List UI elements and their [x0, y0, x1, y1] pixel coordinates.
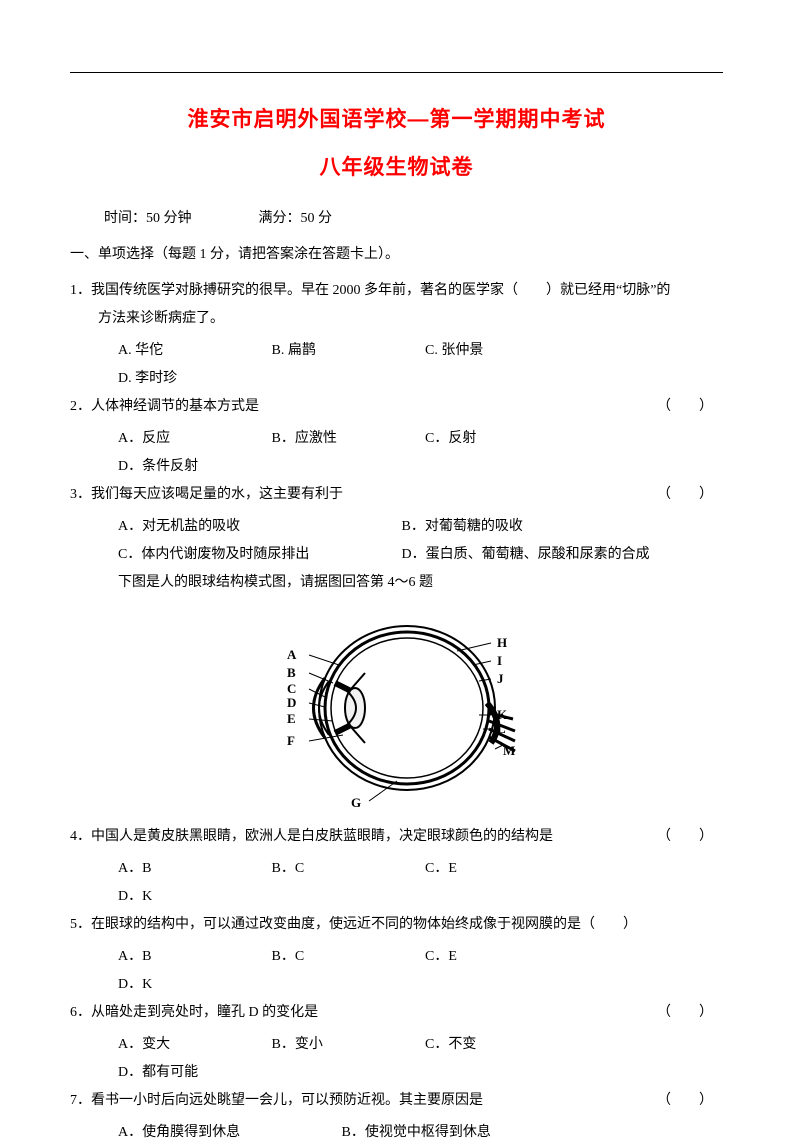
q3-options-row2: C．体内代谢废物及时随尿排出 D．蛋白质、葡萄糖、尿酸和尿素的合成 [118, 541, 723, 569]
q3-opt-a: A．对无机盐的吸收 [118, 513, 398, 541]
q2-blank: （ ） [657, 393, 713, 421]
q1-opt-c: C. 张仲景 [425, 337, 575, 365]
q1-opt-b: B. 扁鹊 [272, 337, 422, 365]
section-1-heading: 一、单项选择（每题 1 分，请把答案涂在答题卡上）。 [70, 243, 723, 263]
q4-number: 4． [70, 823, 91, 851]
q6-number: 6． [70, 999, 91, 1027]
eye-label-M: M [503, 743, 515, 758]
q6-stem: 从暗处走到亮处时，瞳孔 D 的变化是 [91, 1005, 318, 1020]
q3-opt-b: B．对葡萄糖的吸收 [402, 513, 523, 541]
q3-blank: （ ） [657, 481, 713, 509]
q4-blank: （ ） [657, 823, 713, 851]
q2-opt-d: D．条件反射 [118, 453, 268, 481]
q2-opt-a: A．反应 [118, 425, 268, 453]
q1-number: 1． [70, 277, 91, 305]
exam-info-line: 时间：50 分钟 满分：50 分 [104, 207, 723, 227]
q1-opt-a: A. 华佗 [118, 337, 268, 365]
exam-page: 淮安市启明外国语学校—第一学期期中考试 八年级生物试卷 时间：50 分钟 满分：… [0, 0, 793, 1122]
eye-label-F: F [287, 733, 295, 748]
q5-options: A．B B．C C．E D．K [118, 943, 723, 999]
q7-opt-b: B．使视觉中枢得到休息 [342, 1119, 491, 1147]
q3-stem: 我们每天应该喝足量的水，这主要有利于 [91, 487, 343, 502]
q7-stem: 看书一小时后向远处眺望一会儿，可以预防近视。其主要原因是 [91, 1093, 483, 1108]
q1-stem-a: 我国传统医学对脉搏研究的很早。早在 2000 多年前，著名的医学家（ ）就已经用… [91, 283, 670, 298]
q6-opt-b: B．变小 [272, 1031, 422, 1059]
q3-number: 3． [70, 481, 91, 509]
q2-opt-b: B．应激性 [272, 425, 422, 453]
question-6: 6．从暗处走到亮处时，瞳孔 D 的变化是 （ ） [70, 999, 723, 1027]
eye-label-A: A [287, 647, 297, 662]
fullmark-label: 满分：50 分 [259, 211, 333, 226]
q3-opt-d: D．蛋白质、葡萄糖、尿酸和尿素的合成 [402, 541, 650, 569]
eye-label-J: J [497, 671, 504, 686]
q7-options: A．使角膜得到休息 B．使视觉中枢得到休息 [118, 1119, 723, 1147]
q4-options: A．B B．C C．E D．K [118, 855, 723, 911]
page-subtitle: 八年级生物试卷 [70, 151, 723, 181]
q5-stem: 在眼球的结构中，可以通过改变曲度，使远近不同的物体始终成像于视网膜的是（ ） [91, 917, 637, 932]
q4-opt-c: C．E [425, 855, 575, 883]
question-5: 5．在眼球的结构中，可以通过改变曲度，使远近不同的物体始终成像于视网膜的是（ ） [70, 911, 723, 939]
q5-opt-b: B．C [272, 943, 422, 971]
eye-label-K: K [497, 707, 508, 722]
q2-options: A．反应 B．应激性 C．反射 D．条件反射 [118, 425, 723, 481]
q4-opt-a: A．B [118, 855, 268, 883]
q3-opt-c: C．体内代谢废物及时随尿排出 [118, 541, 398, 569]
top-rule [70, 72, 723, 73]
q4-opt-d: D．K [118, 883, 268, 911]
eye-label-B: B [287, 665, 296, 680]
eye-label-D: D [287, 695, 296, 710]
q1-stem-b: 方法来诊断病症了。 [98, 305, 723, 333]
q4-stem: 中国人是黄皮肤黑眼睛，欧洲人是白皮肤蓝眼睛，决定眼球颜色的的结构是 [91, 829, 553, 844]
eye-diagram: A B C D E F G H I J K L M [247, 603, 547, 813]
eye-label-E: E [287, 711, 296, 726]
figure-note: 下图是人的眼球结构模式图，请据图回答第 4～6 题 [118, 569, 723, 597]
q2-opt-c: C．反射 [425, 425, 575, 453]
q1-opt-d: D. 李时珍 [118, 365, 268, 393]
question-7: 7．看书一小时后向远处眺望一会儿，可以预防近视。其主要原因是 （ ） [70, 1087, 723, 1115]
q7-opt-a: A．使角膜得到休息 [118, 1119, 338, 1147]
q5-opt-a: A．B [118, 943, 268, 971]
q4-opt-b: B．C [272, 855, 422, 883]
q2-stem: 人体神经调节的基本方式是 [91, 399, 259, 414]
eye-label-I: I [497, 653, 502, 668]
q6-blank: （ ） [657, 999, 713, 1027]
q3-options-row1: A．对无机盐的吸收 B．对葡萄糖的吸收 [118, 513, 723, 541]
question-1: 1．我国传统医学对脉搏研究的很早。早在 2000 多年前，著名的医学家（ ）就已… [70, 277, 723, 333]
eye-label-G: G [351, 795, 361, 810]
q7-number: 7． [70, 1087, 91, 1115]
q6-opt-a: A．变大 [118, 1031, 268, 1059]
question-4: 4．中国人是黄皮肤黑眼睛，欧洲人是白皮肤蓝眼睛，决定眼球颜色的的结构是 （ ） [70, 823, 723, 851]
q6-options: A．变大 B．变小 C．不变 D．都有可能 [118, 1031, 723, 1087]
q6-opt-c: C．不变 [425, 1031, 575, 1059]
q6-opt-d: D．都有可能 [118, 1059, 268, 1087]
eye-label-C: C [287, 681, 296, 696]
eye-label-L: L [497, 721, 506, 736]
question-2: 2．人体神经调节的基本方式是 （ ） [70, 393, 723, 421]
q7-blank: （ ） [657, 1087, 713, 1115]
q1-options: A. 华佗 B. 扁鹊 C. 张仲景 D. 李时珍 [118, 337, 723, 393]
q2-number: 2． [70, 393, 91, 421]
question-3: 3．我们每天应该喝足量的水，这主要有利于 （ ） [70, 481, 723, 509]
q5-opt-c: C．E [425, 943, 575, 971]
q5-opt-d: D．K [118, 971, 268, 999]
page-title: 淮安市启明外国语学校—第一学期期中考试 [70, 103, 723, 133]
time-label: 时间：50 分钟 [104, 211, 192, 226]
eye-label-H: H [497, 635, 507, 650]
q5-number: 5． [70, 911, 91, 939]
